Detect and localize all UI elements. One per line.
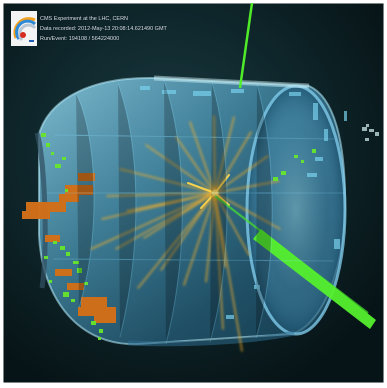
blue-calorimeter-deposits <box>140 86 347 319</box>
detector-endcap <box>245 84 347 336</box>
small-endcap-hits <box>362 124 379 141</box>
detector-bottom-shadow <box>127 330 295 347</box>
collision-event-visualization <box>3 3 384 383</box>
green-detector-hits <box>41 133 316 340</box>
detector-top-highlight <box>153 75 310 89</box>
vertex-burst <box>187 174 230 209</box>
data-recorded-label: Data recorded: 2012-May-13 20:08:14.6214… <box>40 26 167 32</box>
experiment-label: CMS Experiment at the LHC, CERN <box>40 16 129 22</box>
upper-jet <box>238 3 254 89</box>
cms-logo-icon <box>11 11 37 46</box>
run-event-label: Run/Event: 194108 / 564224000 <box>40 36 120 42</box>
green-jet-lines <box>214 3 376 329</box>
event-info-text: CMS Experiment at the LHC, CERN Data rec… <box>40 14 185 44</box>
orange-particle-tracks <box>90 115 281 352</box>
event-info-panel: CMS Experiment at the LHC, CERN Data rec… <box>11 11 181 57</box>
orange-calorimeter-blocks <box>22 173 116 323</box>
detector-grid-lines <box>47 79 345 345</box>
lower-jet-bar <box>253 229 376 329</box>
